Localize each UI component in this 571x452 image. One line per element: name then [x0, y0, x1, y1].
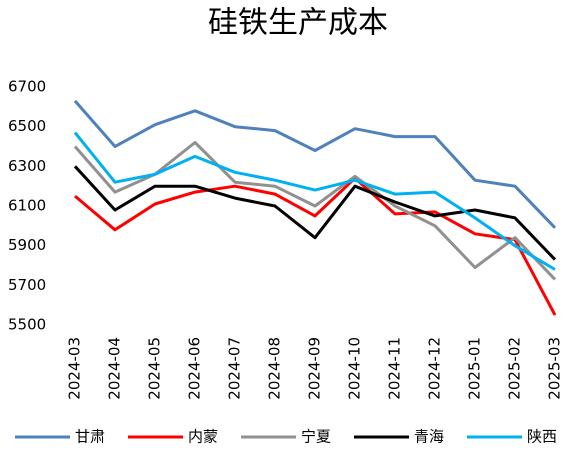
x-tick-label: 2025-03: [546, 337, 564, 400]
x-tick-label: 2024-08: [266, 337, 284, 400]
y-tick-label: 6500: [8, 117, 46, 135]
x-tick-label: 2024-07: [226, 337, 244, 400]
y-tick-label: 5700: [8, 276, 46, 294]
x-tick-label: 2024-11: [386, 337, 404, 400]
legend-label: 宁夏: [301, 428, 331, 446]
legend-label: 陕西: [527, 428, 557, 446]
y-tick-label: 6300: [8, 157, 46, 175]
x-tick-label: 2024-12: [426, 337, 444, 400]
y-tick-label: 5900: [8, 236, 46, 254]
y-tick-label: 6100: [8, 197, 46, 215]
y-tick-label: 5500: [8, 316, 46, 334]
line-series: [73, 131, 556, 271]
x-tick-label: 2024-04: [106, 337, 124, 400]
legend-label: 甘肃: [75, 428, 105, 446]
line-series: [73, 99, 557, 229]
x-tick-label: 2024-06: [186, 337, 204, 400]
chart-title: 硅铁生产成本: [208, 6, 388, 41]
legend-label: 青海: [414, 428, 444, 446]
x-tick-label: 2025-02: [506, 337, 524, 400]
x-tick-label: 2025-01: [466, 337, 484, 400]
line-series: [74, 176, 557, 316]
x-tick-label: 2024-09: [306, 337, 324, 400]
x-tick-label: 2024-03: [66, 337, 84, 400]
y-tick-label: 6700: [8, 78, 46, 96]
x-tick-label: 2024-05: [146, 337, 164, 400]
x-tick-label: 2024-10: [346, 337, 364, 400]
line-series: [73, 165, 557, 261]
legend-label: 内蒙: [188, 428, 218, 446]
